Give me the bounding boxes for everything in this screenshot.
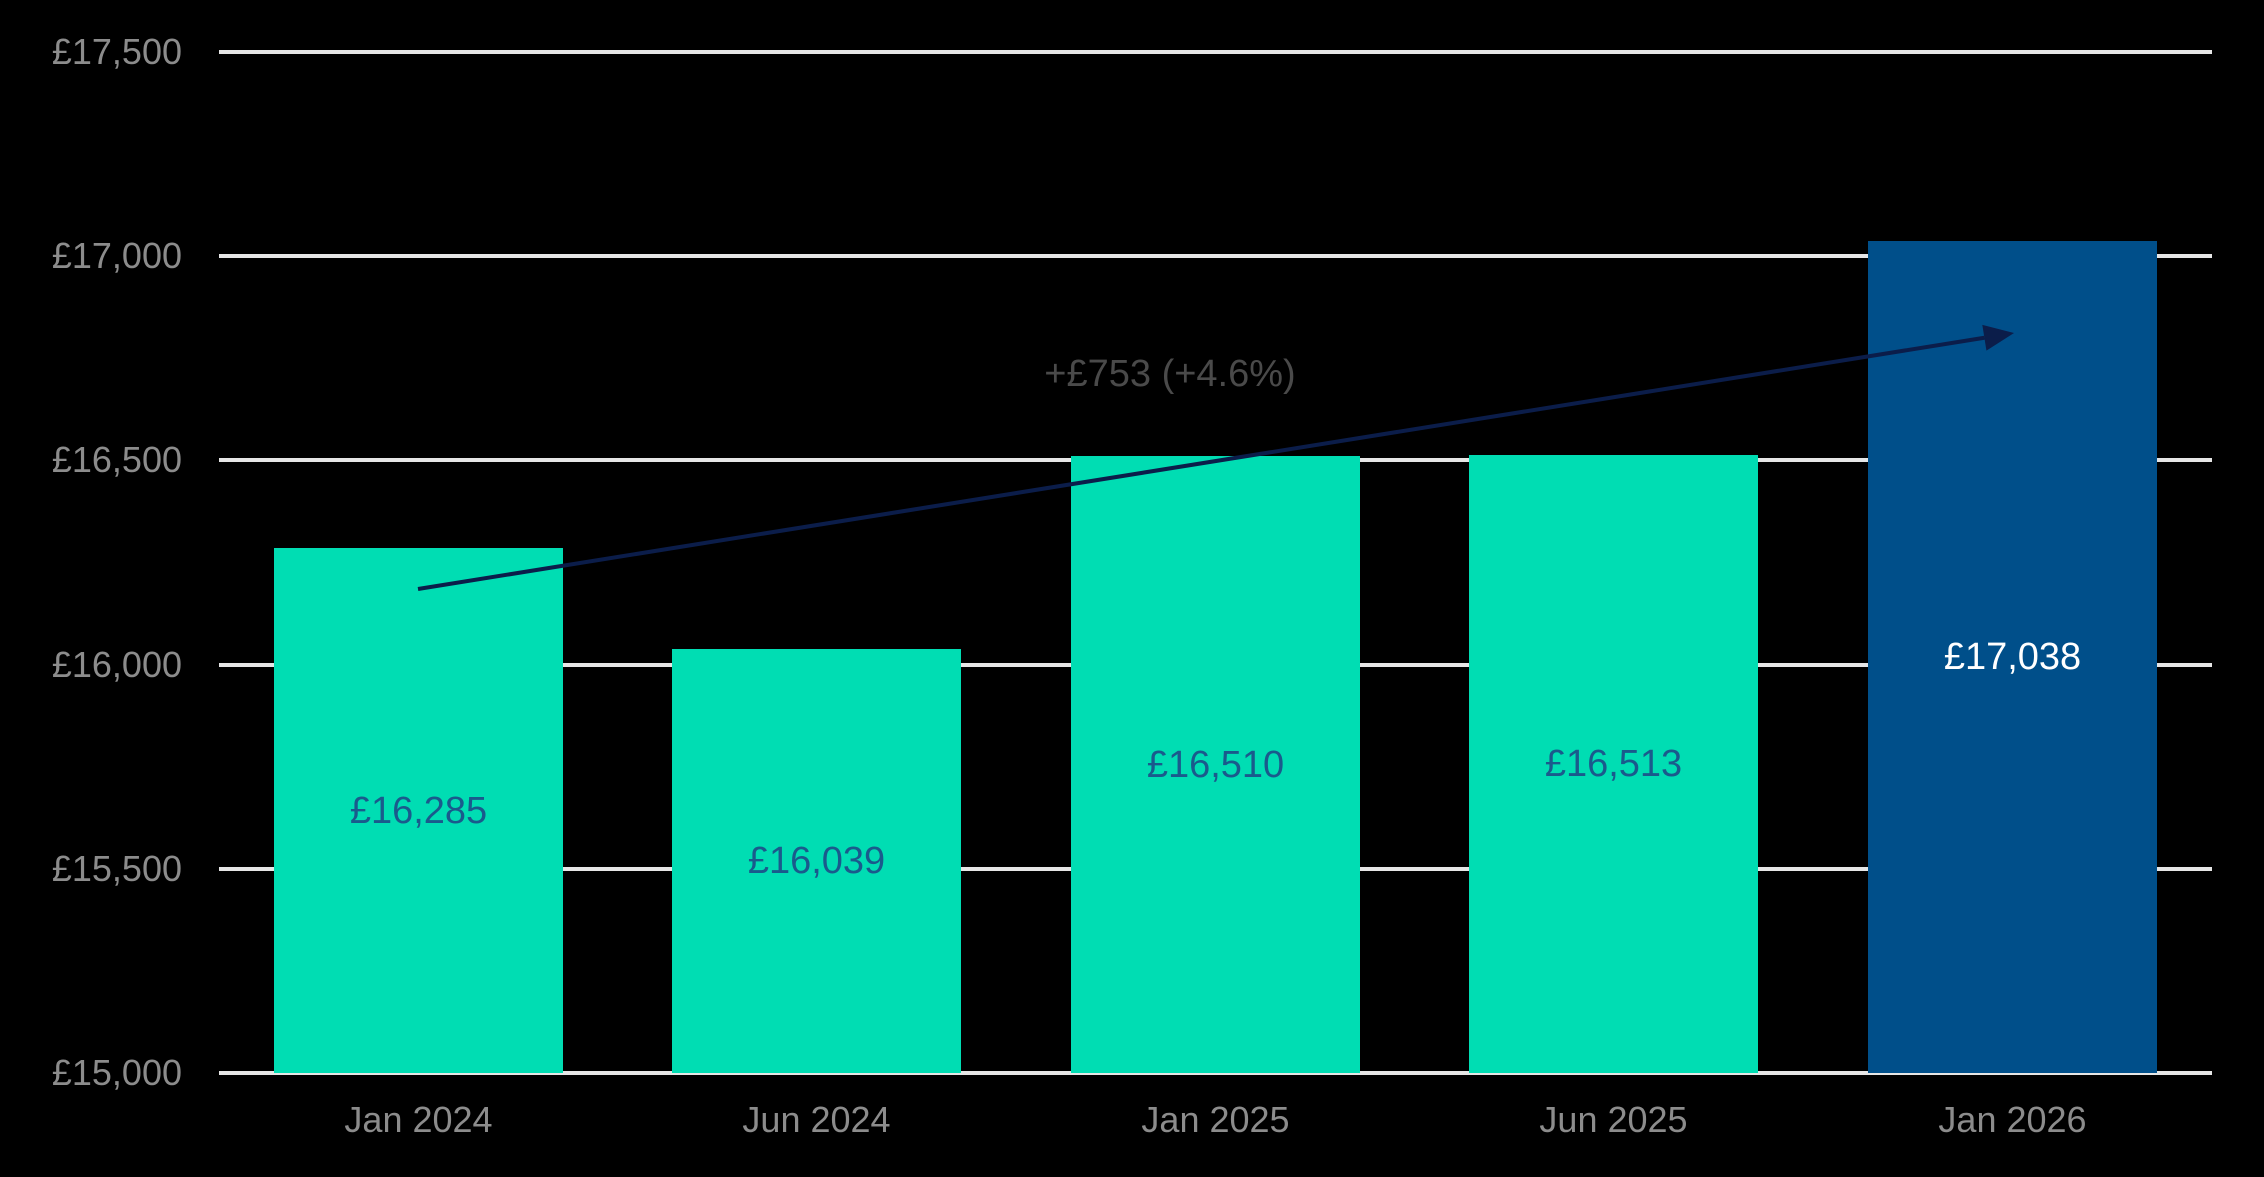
y-tick-label: £17,500: [51, 31, 182, 72]
x-tick-label: Jan 2024: [344, 1099, 493, 1140]
change-annotation: +£753 (+4.6%): [1044, 353, 1296, 395]
bar-value-label: £17,038: [1943, 635, 2082, 678]
bar-jan-2024: £16,285: [274, 548, 563, 1073]
bar-value-label: £16,513: [1544, 743, 1683, 786]
y-tick-label: £15,000: [51, 1052, 182, 1093]
gridline: [219, 254, 2212, 259]
gridline: [219, 1071, 2212, 1075]
bar-jun-2024: £16,039: [672, 648, 961, 1073]
y-tick-label: £15,500: [51, 847, 182, 889]
y-tick-label: £16,500: [51, 439, 182, 481]
bar-jan-2025: £16,510: [1071, 456, 1360, 1073]
bar-jan-2026: £17,038: [1868, 240, 2157, 1073]
y-tick-label: £17,000: [51, 235, 182, 277]
x-tick-label: Jun 2025: [1539, 1099, 1688, 1140]
bar-value-label: £16,510: [1146, 743, 1285, 786]
gridline: [219, 50, 2212, 54]
x-tick-label: Jun 2024: [742, 1099, 891, 1140]
x-tick-label: Jan 2025: [1141, 1099, 1290, 1140]
bar-value-label: £16,039: [747, 839, 886, 882]
bar-jun-2025: £16,513: [1469, 455, 1758, 1073]
bar-value-label: £16,285: [349, 789, 488, 832]
y-tick-label: £16,000: [51, 643, 182, 685]
x-tick-label: Jan 2026: [1938, 1099, 2087, 1140]
